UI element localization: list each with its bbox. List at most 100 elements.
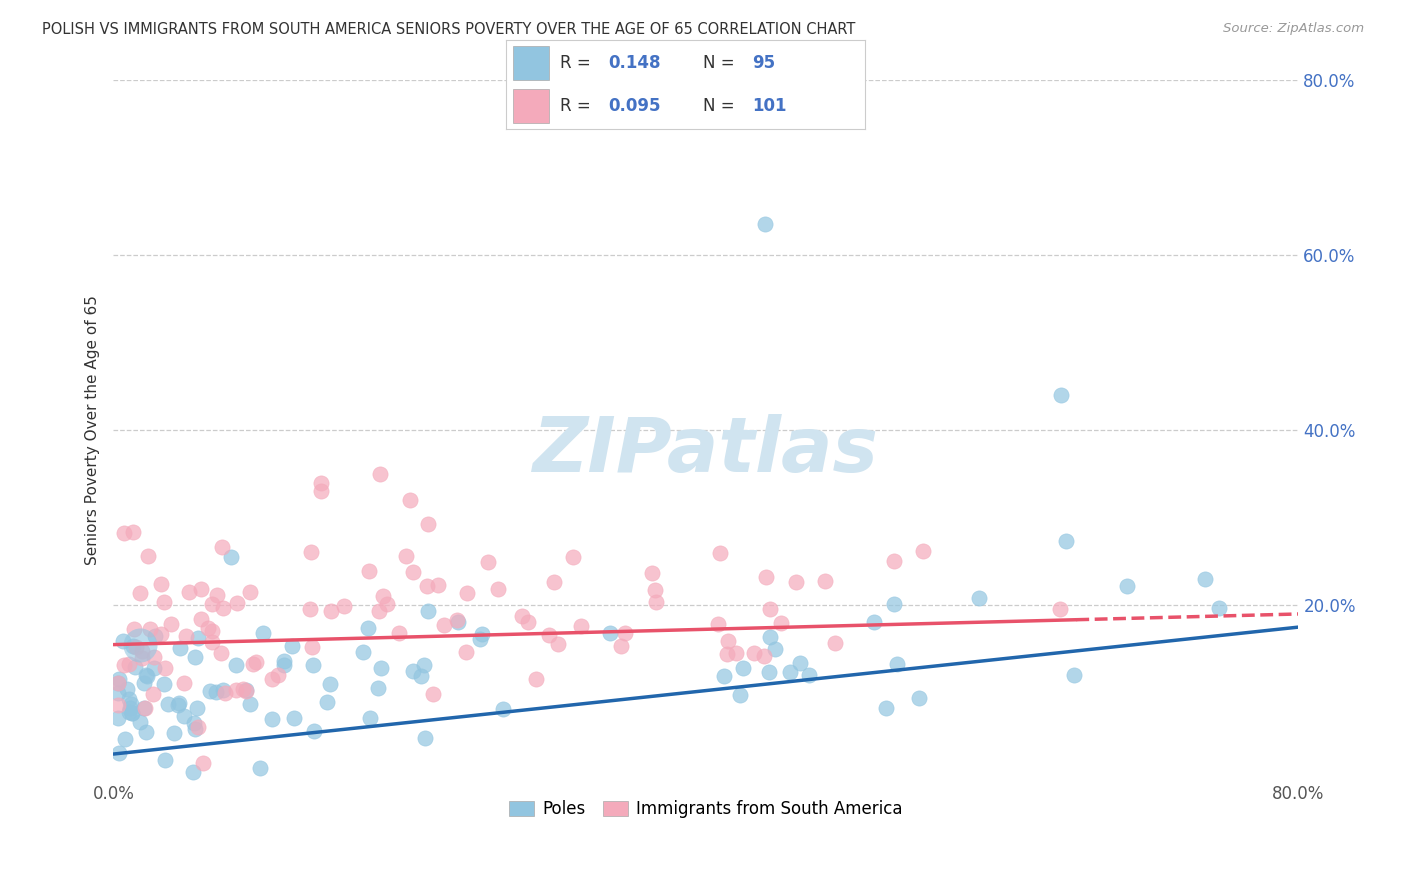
Text: Source: ZipAtlas.com: Source: ZipAtlas.com [1223, 22, 1364, 36]
Point [132, 676, 155, 690]
Point [754, 570, 776, 584]
Point [205, 588, 228, 602]
Point [107, 698, 129, 712]
Point [456, 645, 478, 659]
Point [470, 627, 492, 641]
Point [200, 624, 222, 639]
Point [225, 658, 247, 673]
Point [212, 600, 235, 615]
Point [135, 668, 157, 682]
Text: 95: 95 [752, 54, 775, 72]
Y-axis label: Seniors Poverty Over the Age of 65: Seniors Poverty Over the Age of 65 [86, 295, 100, 565]
Point [299, 545, 322, 559]
Point [107, 676, 129, 690]
Point [614, 626, 637, 640]
Point [1063, 667, 1085, 681]
Point [150, 626, 173, 640]
Point [789, 656, 811, 670]
Point [214, 685, 236, 699]
Point [402, 664, 425, 678]
Point [763, 642, 786, 657]
Point [242, 657, 264, 672]
Point [232, 682, 254, 697]
Point [117, 691, 139, 706]
Point [239, 697, 262, 711]
Text: N =: N = [703, 97, 740, 115]
Point [143, 629, 166, 643]
Point [135, 725, 157, 739]
Point [769, 615, 792, 630]
Point [319, 677, 342, 691]
Point [886, 657, 908, 671]
Point [114, 731, 136, 746]
Point [357, 621, 380, 635]
Point [267, 667, 290, 681]
Point [302, 723, 325, 738]
Point [179, 585, 201, 599]
Point [225, 683, 247, 698]
Point [1194, 572, 1216, 586]
Point [197, 621, 219, 635]
Point [426, 577, 449, 591]
Point [333, 599, 356, 614]
Point [138, 622, 160, 636]
Point [883, 597, 905, 611]
Point [319, 604, 342, 618]
Point [911, 544, 934, 558]
Point [166, 698, 188, 712]
Point [167, 697, 190, 711]
Point [212, 682, 235, 697]
Point [209, 646, 232, 660]
Point [724, 646, 747, 660]
Point [111, 634, 134, 648]
Point [367, 604, 389, 618]
Text: 0.148: 0.148 [609, 54, 661, 72]
Point [235, 684, 257, 698]
Point [402, 566, 425, 580]
Point [124, 659, 146, 673]
Point [108, 746, 131, 760]
Point [190, 612, 212, 626]
Point [409, 669, 432, 683]
Point [357, 564, 380, 578]
Point [1208, 600, 1230, 615]
Point [641, 566, 664, 581]
Point [413, 731, 436, 745]
Point [112, 658, 135, 673]
Point [120, 698, 142, 712]
Point [129, 638, 152, 652]
Text: POLISH VS IMMIGRANTS FROM SOUTH AMERICA SENIORS POVERTY OVER THE AGE OF 65 CORRE: POLISH VS IMMIGRANTS FROM SOUTH AMERICA … [42, 22, 856, 37]
Point [117, 705, 139, 719]
Point [315, 695, 337, 709]
Point [447, 615, 470, 629]
Legend: Poles, Immigrants from South America: Poles, Immigrants from South America [503, 793, 910, 824]
Point [143, 661, 166, 675]
Point [142, 687, 165, 701]
Text: 0.095: 0.095 [609, 97, 661, 115]
Point [456, 586, 478, 600]
Point [153, 753, 176, 767]
Point [186, 701, 208, 715]
Point [309, 475, 332, 490]
Point [301, 657, 323, 672]
Point [1116, 579, 1139, 593]
Point [273, 655, 295, 669]
Point [191, 756, 214, 770]
Point [416, 579, 439, 593]
Point [752, 648, 775, 663]
Point [709, 546, 731, 560]
Point [446, 613, 468, 627]
Point [190, 582, 212, 596]
Point [797, 668, 820, 682]
Point [610, 640, 633, 654]
Point [187, 720, 209, 734]
Point [543, 575, 565, 590]
Point [1049, 602, 1071, 616]
Point [107, 711, 129, 725]
Point [1054, 533, 1077, 548]
FancyBboxPatch shape [513, 89, 550, 123]
Point [122, 639, 145, 653]
Point [352, 645, 374, 659]
Point [517, 615, 540, 629]
Point [398, 493, 420, 508]
